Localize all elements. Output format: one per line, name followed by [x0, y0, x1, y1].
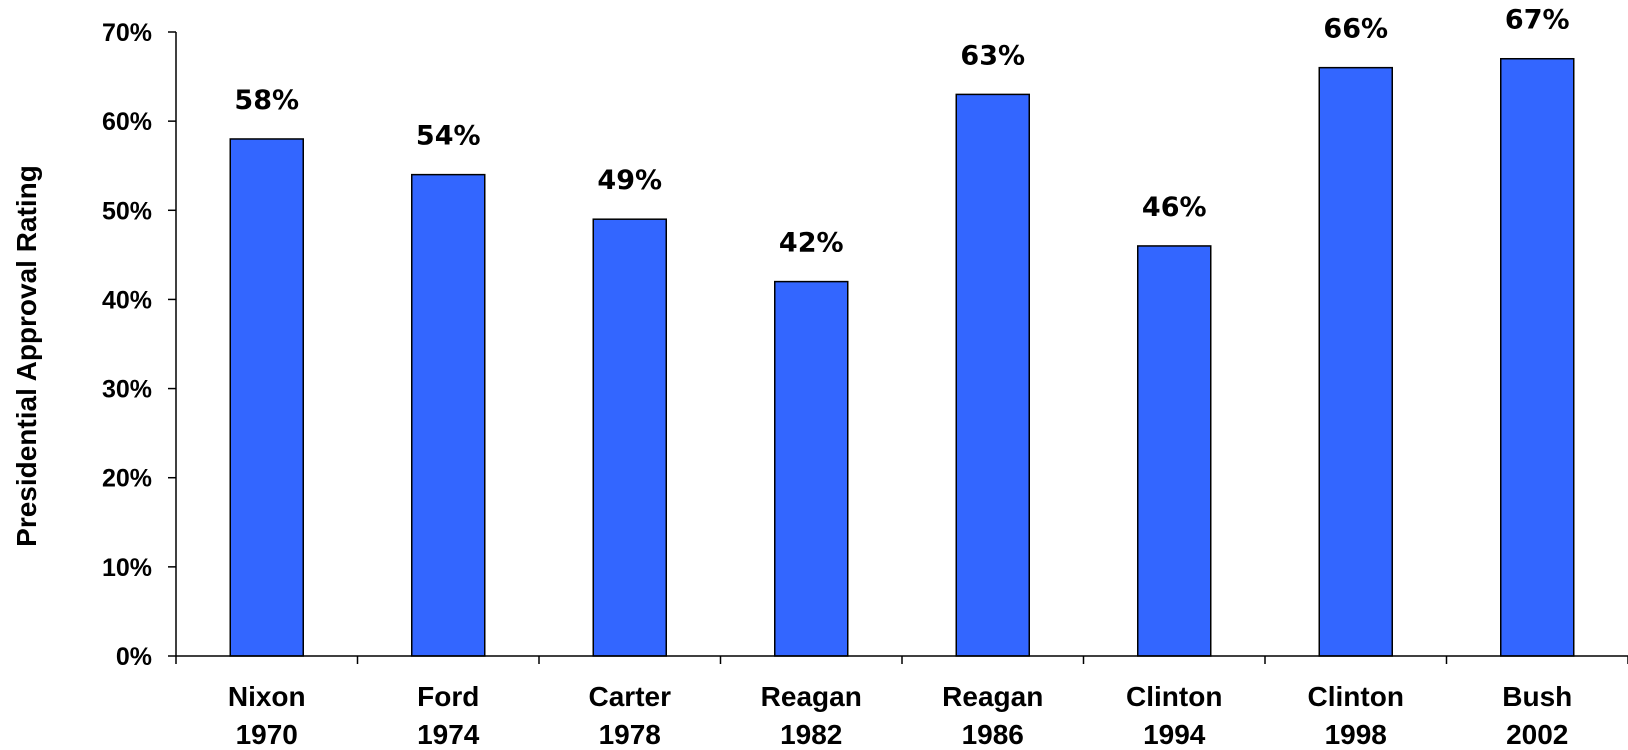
y-tick-label: 20%	[102, 465, 152, 493]
x-tick-label: Carter	[589, 681, 672, 712]
y-tick-label: 40%	[102, 286, 152, 314]
data-label: 67%	[1505, 5, 1570, 36]
x-tick-label: Bush	[1502, 681, 1572, 712]
bar	[411, 173, 486, 657]
y-tick-label: 10%	[102, 554, 152, 582]
data-label: 54%	[416, 121, 481, 152]
y-axis-label-group: Presidential Approval Rating	[11, 165, 42, 547]
x-tick-label: 1982	[780, 719, 842, 750]
value-labels-group: 58% 54% 49% 42% 63% 46% 66% 67%	[234, 5, 1569, 259]
x-tick-label: 1998	[1325, 719, 1387, 750]
bar	[1318, 66, 1393, 657]
x-tick-label: 1974	[417, 719, 480, 750]
data-label: 66%	[1323, 14, 1388, 45]
x-tick-label: Reagan	[942, 681, 1043, 712]
bars-group	[229, 57, 1575, 657]
data-label: 46%	[1142, 192, 1207, 223]
x-axis	[175, 655, 1628, 664]
x-tick-label: Clinton	[1126, 681, 1222, 712]
x-tick-label: 1970	[236, 719, 298, 750]
y-tick-label: 50%	[102, 197, 152, 225]
x-tick-labels-group: Nixon 1970 Ford 1974 Carter 1978 Reagan 1982 Rea…	[228, 681, 1572, 750]
bar	[1500, 57, 1575, 657]
y-axis: 0% 10% 20% 30% 40% 50% 60% 70%	[102, 19, 177, 671]
y-tick-label: 60%	[102, 108, 152, 136]
x-tick-label: 1994	[1143, 719, 1206, 750]
bar	[1137, 245, 1212, 657]
data-label: 58%	[234, 85, 299, 116]
y-axis-label: Presidential Approval Rating	[11, 165, 42, 547]
data-label: 49%	[597, 165, 662, 196]
data-label: 42%	[779, 228, 844, 259]
x-tick-label: Clinton	[1308, 681, 1404, 712]
data-label: 63%	[960, 40, 1025, 71]
x-tick-label: 1986	[962, 719, 1024, 750]
y-tick-label: 30%	[102, 376, 152, 404]
x-tick-label: 1978	[599, 719, 661, 750]
bar	[774, 280, 849, 657]
y-tick-label: 70%	[102, 19, 152, 47]
bar	[592, 218, 667, 657]
bar	[229, 138, 304, 657]
x-tick-label: Reagan	[761, 681, 862, 712]
x-tick-label: Ford	[417, 681, 479, 712]
bar	[955, 93, 1030, 657]
y-tick-label: 0%	[116, 643, 152, 671]
x-tick-label: 2002	[1506, 719, 1568, 750]
x-tick-label: Nixon	[228, 681, 306, 712]
